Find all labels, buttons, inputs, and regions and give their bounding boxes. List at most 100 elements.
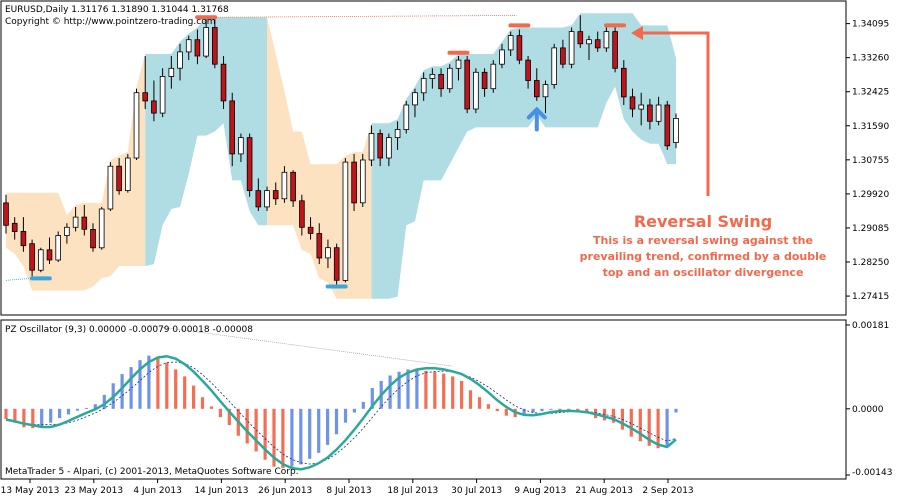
candle [673, 113, 679, 149]
oscillator-bar [656, 408, 660, 449]
oscillator-bar [138, 360, 142, 409]
candle [612, 27, 618, 73]
candle [568, 27, 575, 69]
bull-candle-body [38, 249, 44, 271]
bull-candle-body [429, 74, 436, 79]
bull-candle-body [638, 104, 644, 110]
candle [368, 125, 375, 167]
date-tick-label: 4 Jun 2013 [133, 486, 181, 496]
oscillator-bar [245, 408, 249, 444]
candle [499, 43, 505, 69]
bear-candle-body [594, 39, 601, 49]
candle [229, 92, 236, 167]
bull-candle-body [168, 67, 175, 77]
oscillator-bar [227, 408, 231, 425]
candle [246, 133, 253, 197]
bear-candle-body [629, 96, 636, 110]
candle [238, 133, 244, 163]
candle [586, 35, 592, 61]
oscillator-lines [5, 325, 677, 471]
bull-candle-body [490, 63, 497, 90]
bear-candle-body [211, 27, 218, 65]
bull-candle-body [586, 39, 592, 45]
oscillator-bar [334, 408, 339, 435]
bull-candle-body [359, 159, 366, 204]
candle [420, 72, 427, 101]
bull-candle-body [499, 49, 505, 65]
candle [333, 243, 340, 285]
candle [272, 182, 279, 205]
up-arrow-icon [526, 106, 547, 132]
candle [473, 68, 479, 114]
date-tick-label: 30 Jul 2013 [451, 486, 502, 496]
oscillator-bar [84, 407, 88, 409]
oscillator-bar [156, 356, 160, 409]
candle [638, 92, 644, 126]
oscillator-bar [665, 408, 669, 446]
oscillator-header: PZ Oscillator (9,3) 0.00000 -0.00079 0.0… [5, 325, 253, 335]
oscillator-bar [183, 376, 187, 409]
candle [386, 133, 392, 167]
candle [577, 15, 584, 48]
bull-candle-body [125, 157, 131, 191]
oscillator-bar [361, 401, 365, 409]
candle [46, 237, 53, 265]
oscillator-bar [486, 404, 490, 409]
bull-candle-body [64, 226, 70, 236]
bear-candle-body [20, 230, 27, 247]
oscillator-bar [531, 408, 535, 413]
price-tick-label: 1.29085 [852, 224, 889, 234]
oscillator-bar [31, 408, 35, 429]
oscillator-bar [218, 408, 222, 418]
candle [203, 19, 209, 59]
oscillator-bar [433, 371, 437, 409]
bull-candle-body [133, 92, 140, 159]
price-tick-label: 1.34095 [852, 20, 889, 30]
oscillator-bar [192, 385, 196, 409]
oscillator-bar [66, 408, 71, 415]
oscillator-bar [165, 362, 169, 409]
price-axis: 1.34095 1.33260 1.32425 1.31590 1.30755 1.299… [846, 20, 889, 302]
date-tick-label: 9 Aug 2013 [514, 486, 566, 496]
candle [507, 31, 514, 57]
candle [359, 153, 366, 207]
candle [116, 158, 122, 195]
bull-candle-body [394, 128, 401, 138]
candle [629, 88, 636, 118]
oscillator-bar [93, 404, 97, 409]
oscillator-bar [558, 408, 562, 411]
candle [325, 239, 331, 269]
bear-candle-body [81, 216, 88, 230]
bull-candle-body [446, 67, 453, 90]
candle [534, 68, 540, 101]
bear-candle-body [612, 31, 618, 69]
bull-candle-body [281, 171, 288, 200]
bear-candle-body [151, 100, 157, 114]
oscillator-bar [629, 408, 633, 437]
bull-candle-body [264, 190, 270, 208]
osc-tick-label: 0.00181 [852, 321, 889, 331]
price-tick-label: 1.29920 [852, 190, 889, 200]
bear-candle-body [299, 200, 305, 228]
date-tick-label: 13 May 2013 [1, 486, 60, 496]
candle [647, 98, 653, 130]
bear-candle-body [647, 104, 653, 122]
oscillator-bar [415, 369, 419, 409]
bear-candle-body [560, 47, 566, 65]
bear-candle-body [90, 228, 96, 249]
platform-footer: MetaTrader 5 - Alpari, (c) 2001-2013, Me… [5, 467, 299, 477]
candle [107, 162, 114, 212]
oscillator-bar [317, 408, 321, 453]
bear-candle-body [377, 133, 383, 159]
candlesticks [3, 15, 679, 285]
oscillator-bar [75, 408, 80, 411]
bull-candle-body [107, 165, 114, 210]
oscillator-bar [406, 369, 410, 409]
annotation-body-line-2: prevailing trend, confirmed by a double [580, 250, 827, 263]
oscillator-panel[interactable] [0, 319, 847, 480]
oscillator-bar [460, 381, 464, 409]
bull-candle-body [238, 137, 244, 155]
candle [455, 56, 462, 81]
bull-candle-body [473, 71, 479, 110]
bull-candle-body [455, 59, 462, 69]
